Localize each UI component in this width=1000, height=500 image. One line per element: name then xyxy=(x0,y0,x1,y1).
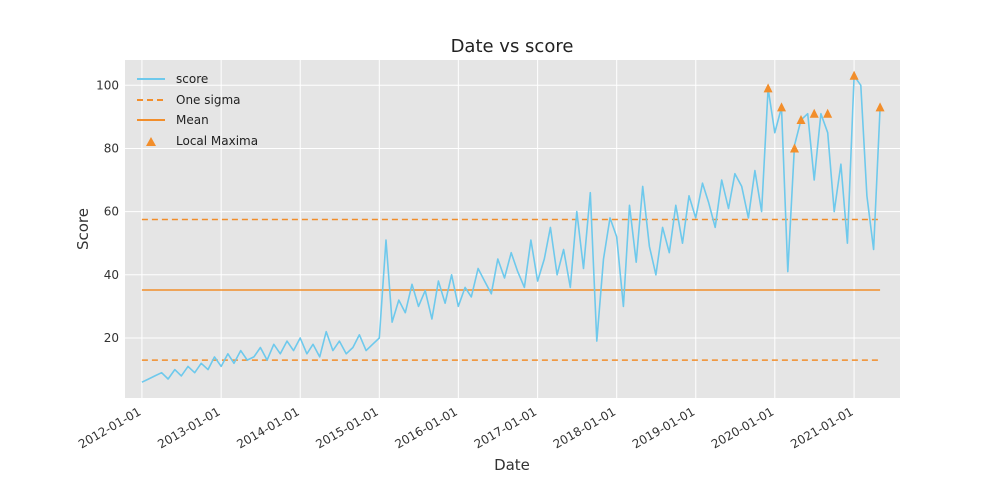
x-tick-label: 2012-01-01 xyxy=(76,404,143,451)
reference-lines xyxy=(141,218,881,361)
legend-label-score: score xyxy=(176,72,208,86)
maxima-markers xyxy=(763,70,885,153)
local-maxima-marker xyxy=(777,102,787,112)
x-tick-label: 2019-01-01 xyxy=(630,404,697,451)
chart-title: Date vs score xyxy=(451,36,574,57)
legend: score One sigma Mean Local Maxima xyxy=(137,72,258,148)
x-tick-label: 2016-01-01 xyxy=(392,404,459,451)
y-tick-label: 80 xyxy=(104,141,119,155)
local-maxima-marker xyxy=(809,108,819,118)
series-layer xyxy=(141,75,881,383)
x-tick-label: 2013-01-01 xyxy=(155,404,222,451)
legend-label-maxima: Local Maxima xyxy=(176,134,258,148)
legend-swatch-maxima xyxy=(146,137,156,146)
score-series-line xyxy=(141,75,881,383)
plot-background xyxy=(125,60,900,398)
local-maxima-marker xyxy=(763,83,773,93)
local-maxima-marker xyxy=(875,102,885,112)
y-tick-label: 60 xyxy=(104,205,119,219)
x-axis-ticks: 2012-01-01 2013-01-01 2014-01-01 2015-01-01… xyxy=(76,404,856,451)
x-tick-label: 2017-01-01 xyxy=(472,404,539,451)
legend-label-one-sigma: One sigma xyxy=(176,93,241,107)
local-maxima-marker xyxy=(796,115,806,125)
x-tick-label: 2015-01-01 xyxy=(313,404,380,451)
x-axis-label: Date xyxy=(494,456,530,474)
local-maxima-marker xyxy=(849,70,859,80)
x-tick-label: 2018-01-01 xyxy=(551,404,618,451)
y-tick-label: 100 xyxy=(96,78,119,92)
y-axis-label: Score xyxy=(74,208,92,250)
y-axis-ticks: 20 40 60 80 100 xyxy=(96,78,119,345)
local-maxima-marker xyxy=(823,108,833,118)
y-tick-label: 20 xyxy=(104,331,119,345)
grid xyxy=(125,60,900,398)
x-tick-label: 2014-01-01 xyxy=(234,404,301,451)
y-tick-label: 40 xyxy=(104,268,119,282)
x-tick-label: 2020-01-01 xyxy=(709,404,776,451)
x-tick-label: 2021-01-01 xyxy=(788,404,855,451)
local-maxima-marker xyxy=(790,143,800,153)
legend-label-mean: Mean xyxy=(176,113,209,127)
